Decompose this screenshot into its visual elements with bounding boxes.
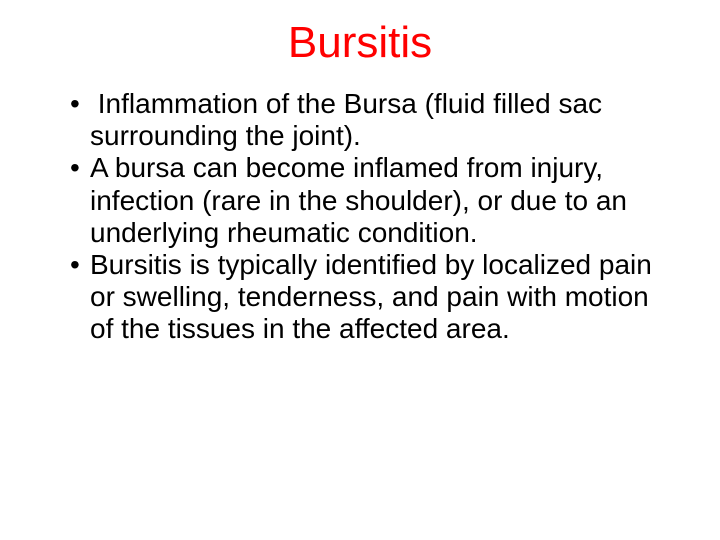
list-item: Inflammation of the Bursa (fluid filled …	[60, 88, 670, 152]
slide-title: Bursitis	[50, 18, 670, 68]
list-item: A bursa can become inflamed from injury,…	[60, 152, 670, 249]
bullet-list: Inflammation of the Bursa (fluid filled …	[60, 88, 670, 346]
list-item: Bursitis is typically identified by loca…	[60, 249, 670, 346]
slide: Bursitis Inflammation of the Bursa (flui…	[0, 0, 720, 540]
